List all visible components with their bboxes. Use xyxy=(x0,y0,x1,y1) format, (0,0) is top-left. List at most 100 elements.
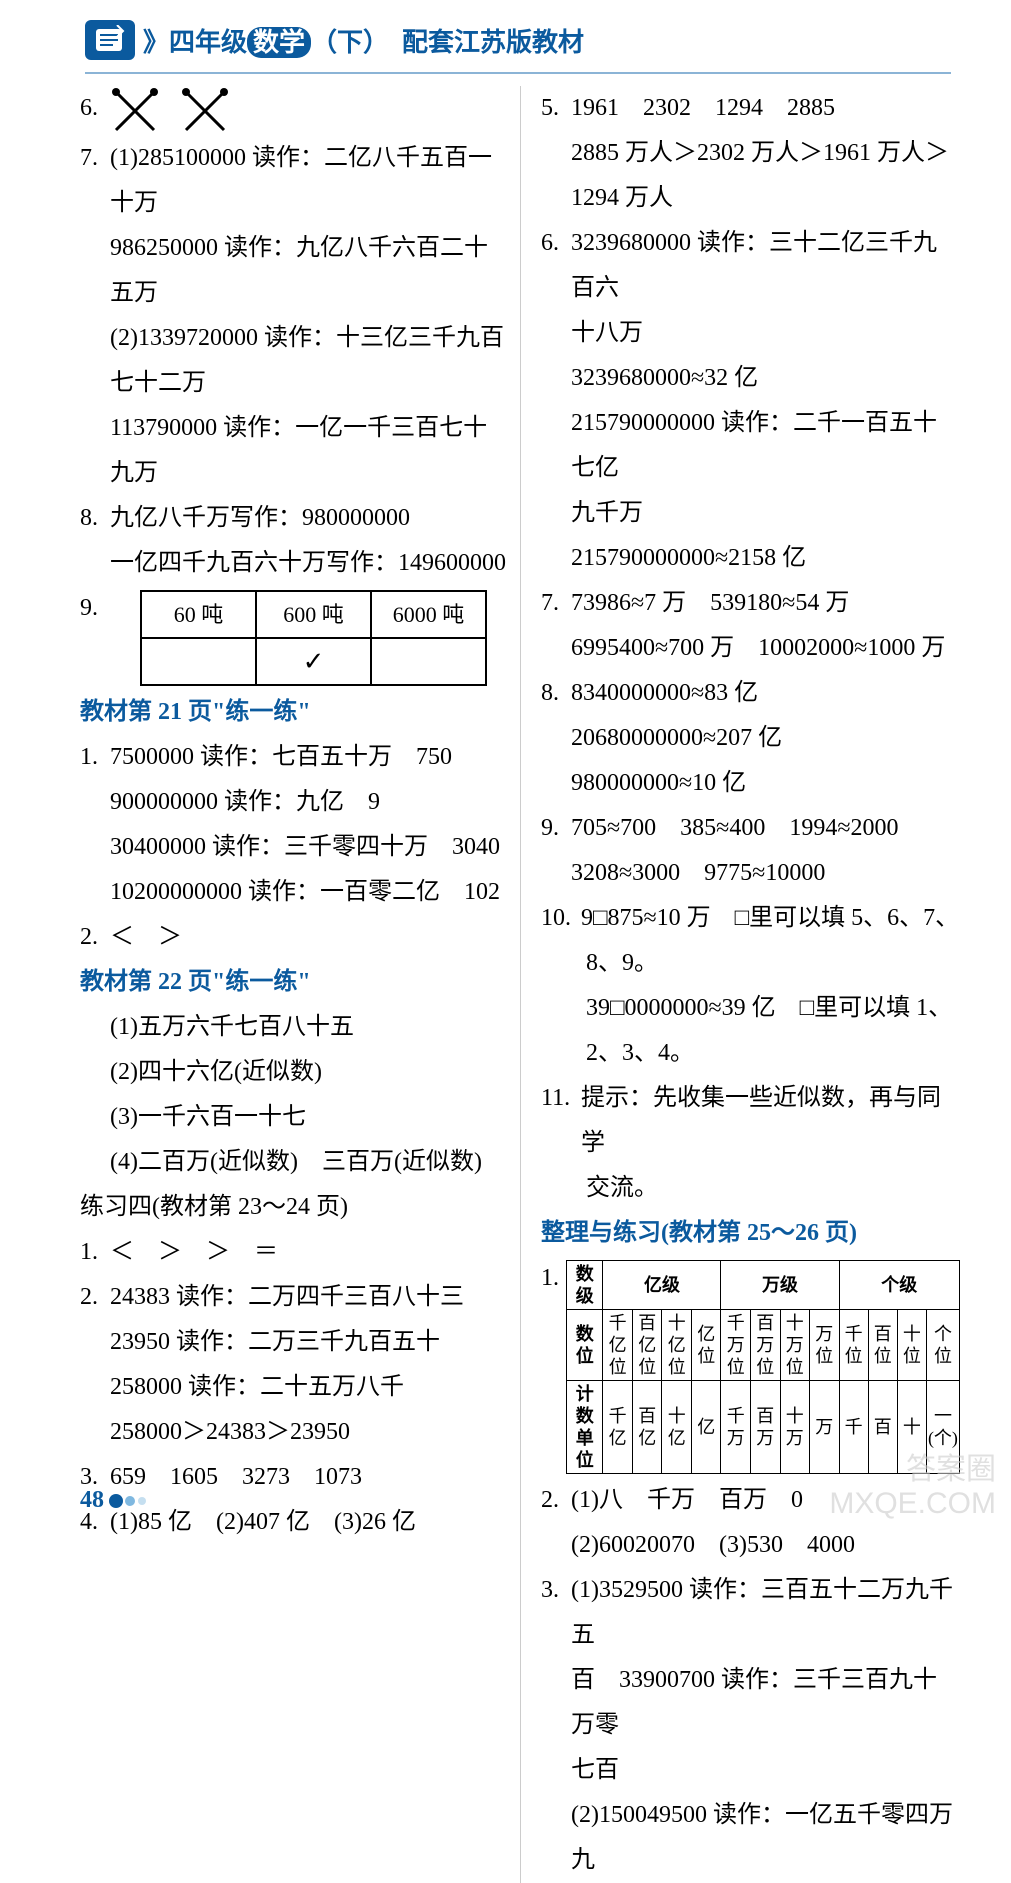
r-q10-l3: 39□0000000≈39 亿 □里可以填 1、 xyxy=(541,986,960,1031)
q7-num: 7. xyxy=(80,136,110,181)
r-q6: 6.3239680000 读作：三十二亿三千九百六 xyxy=(541,221,960,311)
pv-j4: 千万 xyxy=(721,1381,751,1474)
r-q9-num: 9. xyxy=(541,806,571,851)
t9-c1 xyxy=(141,638,256,685)
section-ex4: 练习四(教材第 23～24 页) xyxy=(80,1185,510,1230)
s21-q1-l1: 7500000 读作：七百五十万 750 xyxy=(110,735,510,780)
pv-g1: 万级 xyxy=(721,1261,839,1310)
pv-s3: 亿位 xyxy=(691,1310,721,1381)
s21-q1-l4: 10200000000 读作：一百零二亿 102 xyxy=(80,870,510,915)
pv-j3: 亿 xyxy=(691,1381,721,1474)
section-zhengli: 整理与练习(教材第 25～26 页) xyxy=(541,1211,960,1256)
pv-s11: 个位 xyxy=(926,1310,959,1381)
ex4-q2-num: 2. xyxy=(80,1275,110,1320)
r-q10-l2: 8、9。 xyxy=(541,941,960,986)
pv-j2: 十亿 xyxy=(662,1381,692,1474)
q6: 6. xyxy=(80,86,510,136)
s21-q1-l2: 900000000 读作：九亿 9 xyxy=(80,780,510,825)
notebook-icon xyxy=(85,20,135,60)
z-q1: 1. 数级 亿级 万级 个级 数位 千亿位 百亿位 十亿位 亿位 千万位 百万位… xyxy=(541,1256,960,1478)
pv-s7: 万位 xyxy=(810,1310,840,1381)
r-q11: 11.提示：先收集一些近似数，再与同学 xyxy=(541,1076,960,1166)
r-q10-l4: 2、3、4。 xyxy=(541,1031,960,1076)
q7-l8: 九万 xyxy=(80,451,510,496)
q9-num: 9. xyxy=(80,586,110,690)
header-title: 》四年级数学（下） 配套江苏版教材 xyxy=(143,22,584,59)
pv-j5: 百万 xyxy=(751,1381,781,1474)
q6-num: 6. xyxy=(80,86,110,136)
r-q6-l4: 215790000000 读作：二千一百五十七亿 xyxy=(541,401,960,491)
r-q6-l6: 215790000000≈2158 亿 xyxy=(541,536,960,581)
r-q11-l1: 提示：先收集一些近似数，再与同学 xyxy=(581,1076,960,1166)
pv-g2: 个级 xyxy=(839,1261,959,1310)
s21-q2-txt: ＜ ＞ xyxy=(110,915,510,960)
r-q6-l1: 3239680000 读作：三十二亿三千九百六 xyxy=(571,221,960,311)
r-q5-l2: 2885 万人＞2302 万人＞1961 万人＞ xyxy=(541,131,960,176)
z-q3: 3.(1)3529500 读作：三百五十二万九千五 xyxy=(541,1568,960,1658)
z-q3-l3: 七百 xyxy=(541,1748,960,1793)
pv-s10: 十位 xyxy=(897,1310,926,1381)
r-q6-l5: 九千万 xyxy=(541,491,960,536)
s21-q2-num: 2. xyxy=(80,915,110,960)
header-prefix: 》四年级 xyxy=(143,28,247,57)
pv-j0: 千亿 xyxy=(603,1381,633,1474)
r-q8-num: 8. xyxy=(541,671,571,761)
q7-l3: 986250000 读作：九亿八千六百二十 xyxy=(80,226,510,271)
ex4-q2-l2: 23950 读作：二万三千九百五十 xyxy=(80,1320,510,1365)
pv-rl2: 计数单位 xyxy=(567,1381,603,1474)
z-q3-l1: (1)3529500 读作：三百五十二万九千五 xyxy=(571,1568,960,1658)
q7-l7: 113790000 读作：一亿一千三百七十 xyxy=(80,406,510,451)
q8: 8.九亿八千万写作：980000000 xyxy=(80,496,510,541)
page-footer: 48 xyxy=(80,1487,148,1514)
pv-s4: 千万位 xyxy=(721,1310,751,1381)
ex4-q4-txt: (1)85 亿 (2)407 亿 (3)26 亿 xyxy=(110,1500,510,1545)
pv-s8: 千位 xyxy=(839,1310,868,1381)
pv-j6: 十万 xyxy=(780,1381,810,1474)
ex4-q1-num: 1. xyxy=(80,1230,110,1275)
r-q7: 7.73986≈7 万 539180≈54 万 xyxy=(541,581,960,626)
right-column: 5.1961 2302 1294 2885 2885 万人＞2302 万人＞19… xyxy=(520,86,960,1883)
r-q11-l2: 交流。 xyxy=(541,1166,960,1211)
r-q10-l1: 9□875≈10 万 □里可以填 5、6、7、 xyxy=(581,896,960,941)
q7: 7.(1)285100000 读作：二亿八千五百一 xyxy=(80,136,510,181)
header-pill: 数学 xyxy=(247,27,311,58)
watermark-l1: 答案圈 xyxy=(829,1453,996,1487)
q9: 9. 60 吨 600 吨 6000 吨 ✓ xyxy=(80,586,510,690)
q7-l6: 七十二万 xyxy=(80,361,510,406)
pv-s5: 百万位 xyxy=(751,1310,781,1381)
q7-l4: 五万 xyxy=(80,271,510,316)
r-q7-l1: 73986≈7 万 539180≈54 万 xyxy=(571,581,960,626)
r-q5: 5.1961 2302 1294 2885 xyxy=(541,86,960,131)
q9-table: 60 吨 600 吨 6000 吨 ✓ xyxy=(140,590,487,686)
header-suffix: （下） 配套江苏版教材 xyxy=(311,28,584,57)
pv-s9: 百位 xyxy=(868,1310,897,1381)
r-q9-l1: 705≈700 385≈400 1994≈2000 xyxy=(571,806,960,851)
section-p21: 教材第 21 页"练一练" xyxy=(80,690,510,735)
pv-s0: 千亿位 xyxy=(603,1310,633,1381)
ex4-q3-txt: 659 1605 3273 1073 xyxy=(110,1455,510,1500)
t9-c3 xyxy=(371,638,486,685)
s22-l2: (2)四十六亿(近似数) xyxy=(80,1050,510,1095)
t9-c2: ✓ xyxy=(256,638,371,685)
ex4-q2-l3: 258000 读作：二十五万八千 xyxy=(80,1365,510,1410)
pv-j1: 百亿 xyxy=(632,1381,662,1474)
t9-h3: 6000 吨 xyxy=(371,591,486,638)
ex4-q2-l4: 258000＞24383＞23950 xyxy=(80,1410,510,1455)
x-icon xyxy=(110,86,160,136)
t9-h1: 60 吨 xyxy=(141,591,256,638)
r-q7-num: 7. xyxy=(541,581,571,626)
q8-l2: 一亿四千九百六十万写作：149600000 xyxy=(80,541,510,586)
r-q10: 10.9□875≈10 万 □里可以填 5、6、7、 xyxy=(541,896,960,941)
r-q8-l2: 980000000≈10 亿 xyxy=(541,761,960,806)
r-q5-num: 5. xyxy=(541,86,571,131)
ex4-q1: 1.＜ ＞ ＞ ＝ xyxy=(80,1230,510,1275)
r-q5-l3: 1294 万人 xyxy=(541,176,960,221)
left-column: 6. 7.(1)285100000 读作：二亿八千五百一 十万 98625000… xyxy=(80,86,520,1883)
t9-h2: 600 吨 xyxy=(256,591,371,638)
content: 6. 7.(1)285100000 读作：二亿八千五百一 十万 98625000… xyxy=(0,74,1011,1883)
pv-rl0: 数级 xyxy=(567,1261,603,1310)
r-q6-num: 6. xyxy=(541,221,571,311)
page-header: 》四年级数学（下） 配套江苏版教材 xyxy=(0,0,1011,70)
pv-s6: 十万位 xyxy=(780,1310,810,1381)
q7-l1: (1)285100000 读作：二亿八千五百一 xyxy=(110,136,510,181)
